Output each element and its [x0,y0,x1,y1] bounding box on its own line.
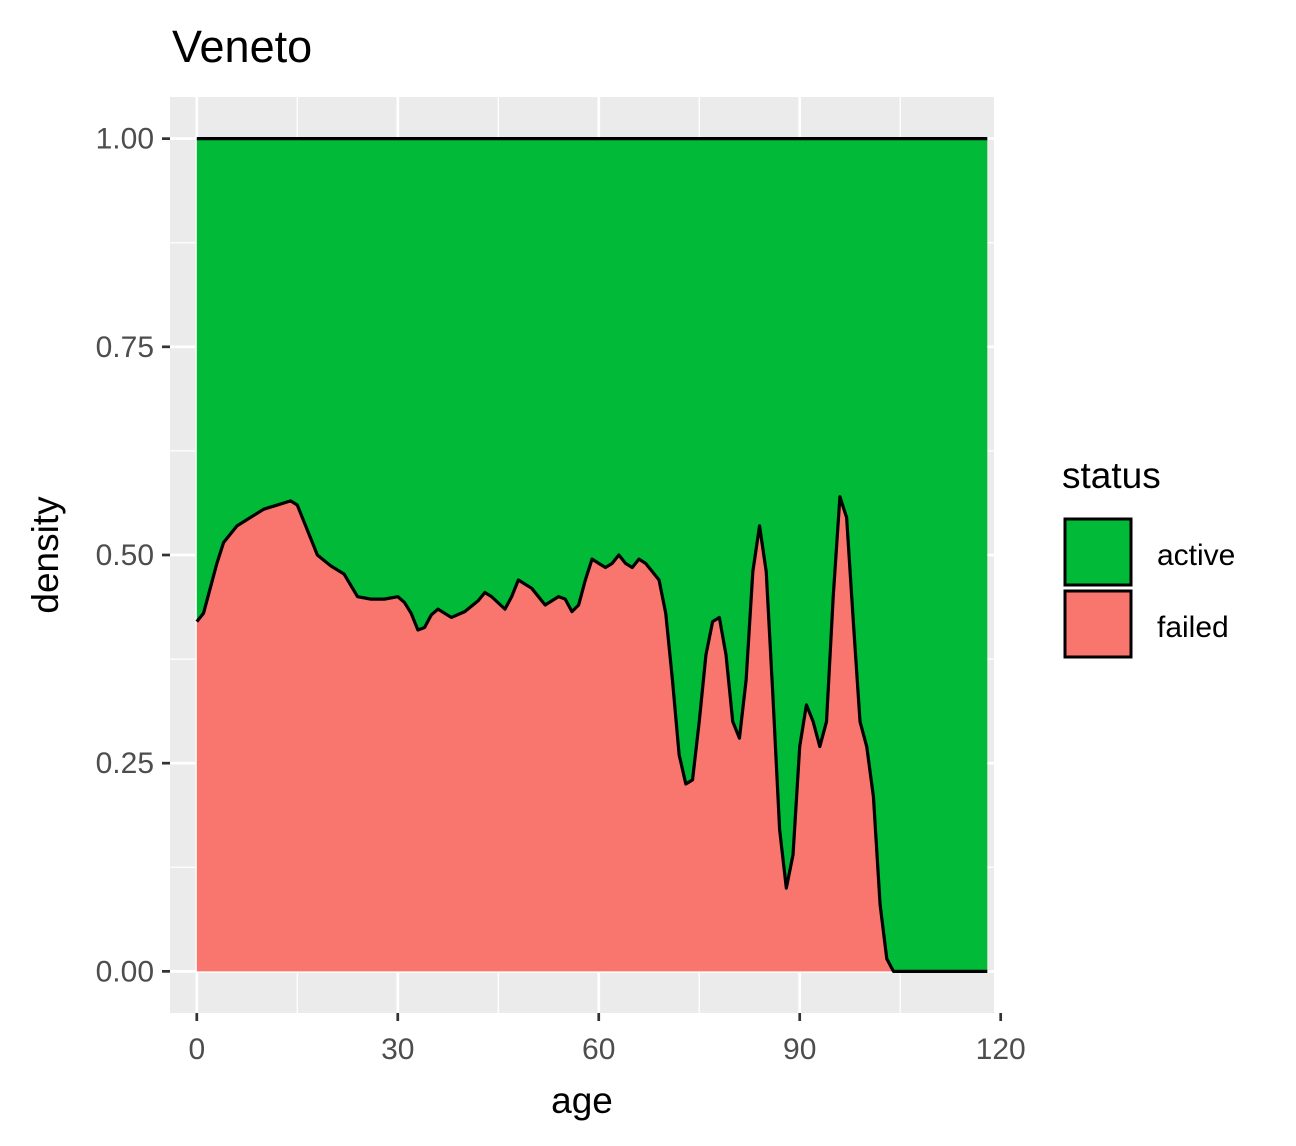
legend-title: status [1062,455,1161,496]
y-tick-label: 1.00 [96,123,154,156]
legend-key-failed [1063,589,1133,659]
area-outlines [195,137,988,973]
y-axis-title: density [25,496,66,614]
x-axis: 0 30 60 90 120 [188,1013,1026,1066]
active-area [196,138,988,972]
legend: status active failed [1062,455,1235,659]
chart-title: Veneto [172,21,312,72]
density-areas [196,138,988,972]
x-axis-title: age [551,1080,613,1121]
x-tick-label: 60 [582,1033,615,1066]
y-tick-label: 0.75 [96,331,154,364]
failed-area [196,496,988,972]
x-tick-label: 0 [188,1033,205,1066]
x-tick-label: 120 [976,1033,1026,1066]
x-tick-label: 30 [381,1033,414,1066]
legend-key-active [1063,517,1133,587]
x-tick-label: 90 [783,1033,816,1066]
failed-outline [195,495,988,973]
y-tick-label: 0.50 [96,539,154,572]
legend-label-failed: failed [1157,611,1229,644]
y-axis: 0.00 0.25 0.50 0.75 1.00 [96,123,170,988]
y-tick-label: 0.00 [96,955,154,988]
legend-label-active: active [1157,539,1235,572]
y-tick-label: 0.25 [96,747,154,780]
